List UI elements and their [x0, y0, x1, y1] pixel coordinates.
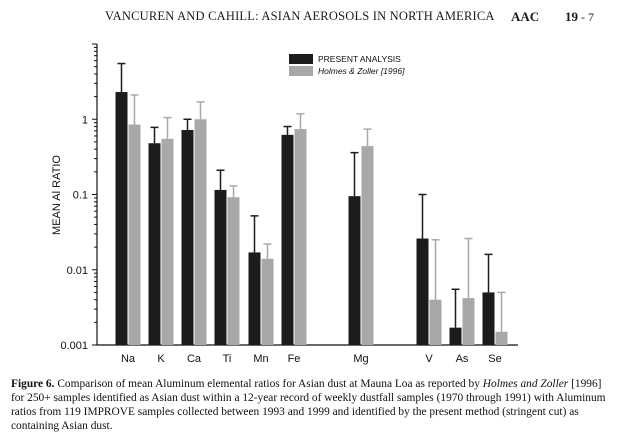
x-tick-label: Mg [353, 353, 368, 365]
bar-present-mn [248, 252, 261, 345]
bar-present-na [115, 92, 128, 345]
bar-holmes-ca [194, 119, 207, 345]
y-ticks: 0.001 0.01 0.1 1 [60, 43, 97, 352]
y-axis-label: MEAN Al RATIO [51, 155, 63, 235]
x-tick-label: Se [488, 353, 501, 365]
x-tick-label: Mn [253, 353, 268, 365]
legend-label-present: PRESENT ANALYSIS [318, 54, 401, 64]
x-tick-label: Ca [187, 353, 202, 365]
bar-marks [115, 62, 508, 346]
caption-text-4: between 1993 and 1999 and identified by … [11, 406, 579, 432]
bar-holmes-k [161, 138, 174, 345]
bar-present-ca [181, 129, 194, 345]
journal-abbrev: AAC [511, 9, 540, 24]
chart-legend: PRESENT ANALYSIS Holmes & Zoller [1996] [289, 54, 405, 76]
bar-holmes-as [462, 298, 475, 345]
bar-chart-figure: 0.001 0.01 0.1 1 MEAN Al RATIO Na K Ca Ti Mn Fe M… [51, 43, 518, 365]
running-header-title: VANCUREN AND CAHILL: ASIAN AEROSOLS IN N… [105, 9, 495, 23]
page-section: 19 [565, 9, 578, 24]
x-tick-label: K [157, 353, 165, 365]
bar-holmes-fe [294, 129, 307, 345]
caption-text-1: Comparison of mean Aluminum elemental ra… [57, 378, 480, 390]
caption-text-2: [1996] for 250+ samples identified as As… [11, 378, 602, 404]
bar-present-ti [214, 189, 227, 345]
bar-holmes-mn [261, 258, 274, 345]
running-header: VANCUREN AND CAHILL: ASIAN AEROSOLS IN N… [0, 9, 619, 29]
x-tick-label: As [456, 353, 469, 365]
page-separator: - [578, 10, 588, 24]
bar-present-fe [281, 134, 294, 345]
caption-citation: Holmes and Zoller [482, 378, 569, 390]
bar-holmes-v [429, 299, 442, 345]
page-number: 19 - 7 [565, 9, 594, 25]
legend-swatch-holmes [289, 66, 313, 76]
x-tick-label: Na [121, 353, 136, 365]
y-tick-label: 0.001 [60, 340, 88, 352]
bar-present-k [148, 143, 161, 345]
caption-text-3: dustfall samples (1970 through 1991) wit… [11, 392, 606, 418]
x-tick-label: Ti [223, 353, 232, 365]
y-tick-label: 1 [82, 114, 88, 126]
bar-present-mg [348, 196, 361, 345]
x-tick-label: V [425, 353, 433, 365]
y-tick-label: 0.01 [67, 265, 88, 277]
bar-holmes-ti [227, 197, 240, 345]
bar-holmes-se [495, 331, 508, 345]
bar-present-v [416, 238, 429, 345]
caption-figure-label: Figure 6. [11, 378, 55, 390]
bar-holmes-mg [361, 146, 374, 345]
bar-present-se [482, 292, 495, 345]
bar-present-as [449, 327, 462, 345]
y-tick-label: 0.1 [73, 190, 88, 202]
x-tick-labels: Na K Ca Ti Mn Fe Mg V As Se [121, 353, 502, 365]
x-tick-label: Fe [288, 353, 301, 365]
bar-holmes-na [128, 124, 141, 346]
legend-label-holmes: Holmes & Zoller [1996] [318, 66, 405, 76]
figure-caption: Figure 6. Comparison of mean Aluminum el… [11, 377, 611, 433]
page-index: 7 [588, 10, 594, 24]
chart-axes: 0.001 0.01 0.1 1 [60, 43, 518, 352]
legend-swatch-present [289, 54, 313, 64]
